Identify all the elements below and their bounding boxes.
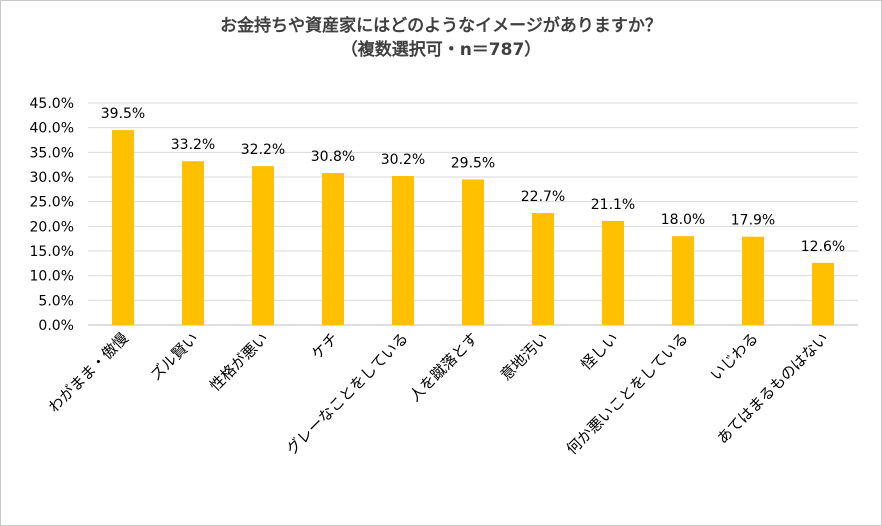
- data-label: 30.2%: [381, 152, 425, 168]
- category-label: わがまま・傲慢: [45, 329, 132, 416]
- category-label: 人を蹴落とす: [406, 329, 482, 405]
- y-tick-label: 0.0%: [38, 318, 74, 334]
- bar: [252, 166, 274, 325]
- bar: [672, 236, 694, 325]
- y-tick-label: 25.0%: [30, 195, 74, 211]
- category-label: 怪しい: [577, 329, 622, 374]
- data-label: 33.2%: [171, 137, 215, 153]
- data-label: 30.8%: [311, 149, 355, 165]
- y-tick-label: 20.0%: [30, 219, 74, 235]
- category-label: グレーなことをしている: [283, 329, 412, 458]
- chart-subtitle: （複数選択可・n＝787）: [340, 40, 542, 60]
- data-label: 21.1%: [591, 197, 635, 213]
- bar: [182, 161, 204, 325]
- y-tick-label: 40.0%: [30, 121, 74, 137]
- bar: [462, 179, 484, 325]
- category-label: 何か悪いことをしている: [563, 329, 692, 458]
- bar: [112, 130, 134, 325]
- y-tick-label: 5.0%: [38, 293, 74, 309]
- category-label: いじわる: [707, 329, 762, 384]
- bar: [532, 213, 554, 325]
- data-label: 18.0%: [661, 212, 705, 228]
- category-label: ケチ: [308, 329, 342, 363]
- y-tick-label: 35.0%: [30, 145, 74, 161]
- data-label: 32.2%: [241, 142, 285, 158]
- chart-title: お金持ちや資産家にはどのようなイメージがありますか？: [220, 16, 662, 36]
- chart-title-block: お金持ちや資産家にはどのようなイメージがありますか？ （複数選択可・n＝787）: [0, 14, 882, 62]
- bar: [322, 173, 344, 325]
- y-tick-label: 15.0%: [30, 244, 74, 260]
- y-tick-label: 45.0%: [30, 96, 74, 112]
- category-label: 意地汚い: [497, 329, 552, 384]
- category-label: ズル賢い: [147, 329, 202, 384]
- bar: [392, 176, 414, 325]
- bar: [602, 220, 624, 325]
- data-label: 39.5%: [101, 106, 145, 122]
- data-label: 12.6%: [801, 239, 845, 255]
- category-label: 性格が悪い: [206, 329, 272, 395]
- data-label: 17.9%: [731, 213, 775, 229]
- bar: [742, 236, 764, 325]
- data-label: 29.5%: [451, 155, 495, 171]
- data-label: 22.7%: [521, 189, 565, 205]
- bar: [812, 262, 834, 325]
- y-tick-label: 10.0%: [30, 269, 74, 285]
- y-tick-label: 30.0%: [30, 170, 74, 186]
